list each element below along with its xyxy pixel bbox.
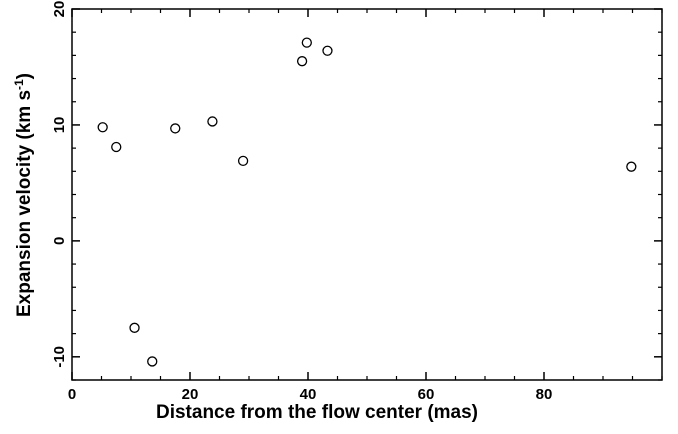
data-point (147, 356, 158, 367)
plot-frame (71, 8, 663, 381)
data-point (301, 37, 312, 48)
y-tick-label: 20 (51, 1, 68, 18)
y-tick-label: 0 (51, 237, 68, 245)
data-point (111, 141, 122, 153)
data-point (207, 116, 218, 127)
data-point (97, 122, 108, 133)
x-tick-label: 20 (182, 386, 199, 403)
x-tick-label: 40 (300, 386, 317, 403)
data-point (322, 45, 333, 56)
y-axis-title-superscript: -1 (12, 79, 26, 90)
data-point (170, 123, 181, 134)
data-points (97, 37, 637, 367)
data-point (237, 155, 249, 167)
y-tick-label: -10 (51, 346, 68, 368)
y-axis-title: Expansion velocity (km s-1) (12, 73, 35, 317)
x-tick-label: 0 (68, 386, 76, 403)
y-axis-title-main: Expansion velocity (km s (14, 90, 35, 317)
y-tick-label: 10 (51, 117, 68, 134)
axis-tick-labels: 0 20 40 60 80 -10 0 10 20 (51, 1, 552, 403)
y-axis-title-close: ) (14, 73, 35, 79)
x-tick-label: 80 (536, 386, 553, 403)
data-point (296, 56, 308, 67)
x-axis-title: Distance from the flow center (mas) (156, 402, 478, 423)
x-tick-label: 60 (418, 386, 435, 403)
axis-ticks (71, 8, 663, 381)
data-point (626, 161, 637, 172)
data-point (129, 322, 140, 333)
